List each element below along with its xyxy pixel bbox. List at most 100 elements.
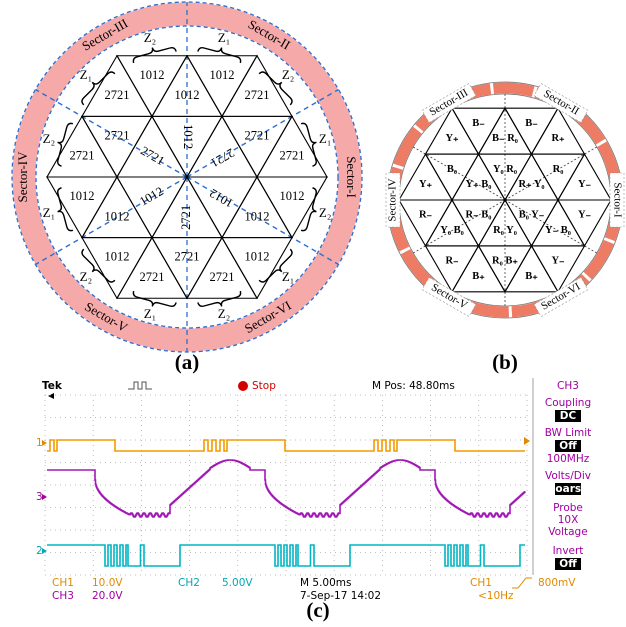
cell [505, 246, 558, 292]
cell-label: Y₋ [578, 179, 592, 190]
cell-label: 1012 [245, 250, 270, 264]
cell [399, 200, 452, 246]
cell [82, 116, 152, 177]
cell-label: 1012 [137, 184, 166, 209]
cell [117, 238, 187, 299]
cell-label: B₋ [472, 118, 485, 129]
cell-label: 2721 [70, 149, 95, 163]
cell-label: 2721 [280, 149, 305, 163]
caption: (b) [492, 350, 518, 374]
menu-item: Voltage [548, 526, 587, 538]
footer: 7-Sep-17 14:02 [300, 590, 381, 602]
cell-label: B₀ [447, 164, 457, 175]
cell-label: 1012 [280, 189, 305, 203]
cell [82, 238, 152, 299]
cell [257, 177, 327, 238]
brace [131, 42, 176, 63]
cell [117, 56, 187, 117]
cell [222, 238, 292, 299]
footer: <10Hz [478, 590, 514, 602]
channel-marker: 2 [36, 545, 43, 557]
cell [222, 177, 292, 238]
cell-label: R₋ [445, 256, 459, 267]
z-label: Z₂ [43, 131, 55, 146]
cell-label: Y₋ [578, 210, 592, 221]
z-label: Z₁ [282, 269, 294, 284]
cell-label: 2721 [245, 88, 270, 102]
cell [82, 56, 152, 117]
cell-label: 1012 [105, 209, 130, 223]
menu-item: Coarse [548, 483, 589, 495]
cell [479, 200, 532, 246]
footer: M 5.00ms [300, 577, 351, 589]
cell-label: R₋ [419, 210, 433, 221]
z-label: Z₂ [80, 269, 92, 284]
cell [82, 177, 152, 238]
z-label: Z₂ [319, 205, 331, 220]
cell [532, 154, 585, 200]
cell [187, 56, 257, 117]
sector-label: Sector-IV [387, 178, 399, 221]
cell [452, 154, 505, 200]
cell [452, 246, 505, 292]
sector-label: Sector-I [344, 156, 359, 198]
cell-label: R₀ [553, 164, 564, 175]
cell-label: B₋ [525, 118, 538, 129]
cell [257, 116, 327, 177]
cell [452, 108, 505, 154]
cell [47, 116, 117, 177]
footer: CH3 [52, 590, 74, 602]
menu-item: Off [559, 440, 577, 452]
sector-label: Sector-I [611, 182, 623, 218]
sector-boundary [413, 147, 505, 200]
cell-label: 2721 [175, 250, 200, 264]
menu-item: Coupling [545, 397, 591, 409]
cell [426, 200, 479, 246]
cell [222, 56, 292, 117]
cell-label: R₀ B₊ [492, 256, 518, 267]
channel-marker: 3 [36, 491, 43, 503]
menu-item: Off [559, 558, 577, 570]
cell [558, 200, 611, 246]
cell-label: 1012 [207, 186, 236, 211]
cell-label: 2721 [245, 128, 270, 142]
cell-label: 1012 [181, 124, 195, 149]
sector-label: Sector-IV [15, 151, 30, 203]
z-label: Z₂ [218, 306, 230, 321]
menu-item: Invert [553, 545, 584, 557]
cell-label: Y₊ [419, 179, 433, 190]
cell [426, 154, 479, 200]
cell-label: B₀ Y₋ [519, 210, 545, 221]
footer: CH1 [52, 577, 74, 589]
cell-label: 2721 [105, 88, 130, 102]
footer: 800mV [538, 577, 576, 589]
footer: CH1 [470, 577, 492, 589]
footer: CH2 [178, 577, 200, 589]
cell-label: 1012 [105, 250, 130, 264]
menu-item: Volts/Div [545, 470, 591, 482]
cell-label: 1012 [175, 88, 200, 102]
cell [187, 116, 257, 177]
caption: (a) [175, 350, 200, 374]
cell-label: Y₋ [551, 256, 565, 267]
z-label: Z₂ [282, 67, 294, 82]
channel-marker: 1 [36, 437, 43, 449]
cell-label: B₋ R₀ [492, 133, 518, 144]
scope-brand: Tek [42, 380, 63, 392]
z-label: Z₁ [80, 67, 92, 82]
cell-label: B₊ [472, 271, 485, 282]
cell [505, 108, 558, 154]
cell [479, 154, 532, 200]
z-label: Z₁ [218, 30, 230, 45]
cell-label: 2721 [208, 145, 237, 170]
menu-channel: CH3 [557, 380, 579, 392]
cell [505, 200, 558, 246]
menu-item: BW Limit [545, 427, 592, 439]
footer: 5.00V [222, 577, 253, 589]
run-status: Stop [252, 380, 276, 392]
cell [399, 154, 452, 200]
brace [198, 42, 243, 63]
figure: (a) (b) (c) Tek Stop M Pos: 48.80ms CH3 … [0, 0, 626, 627]
cell [187, 238, 257, 299]
cell-label: R₀ Y₀ [493, 225, 517, 236]
